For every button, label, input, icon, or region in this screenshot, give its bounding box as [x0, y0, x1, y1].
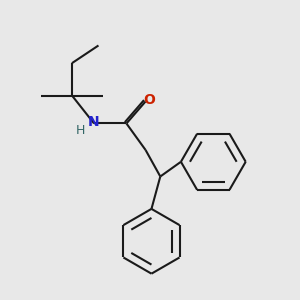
Text: O: O — [143, 93, 155, 107]
Text: N: N — [88, 115, 100, 129]
Text: H: H — [76, 124, 86, 137]
